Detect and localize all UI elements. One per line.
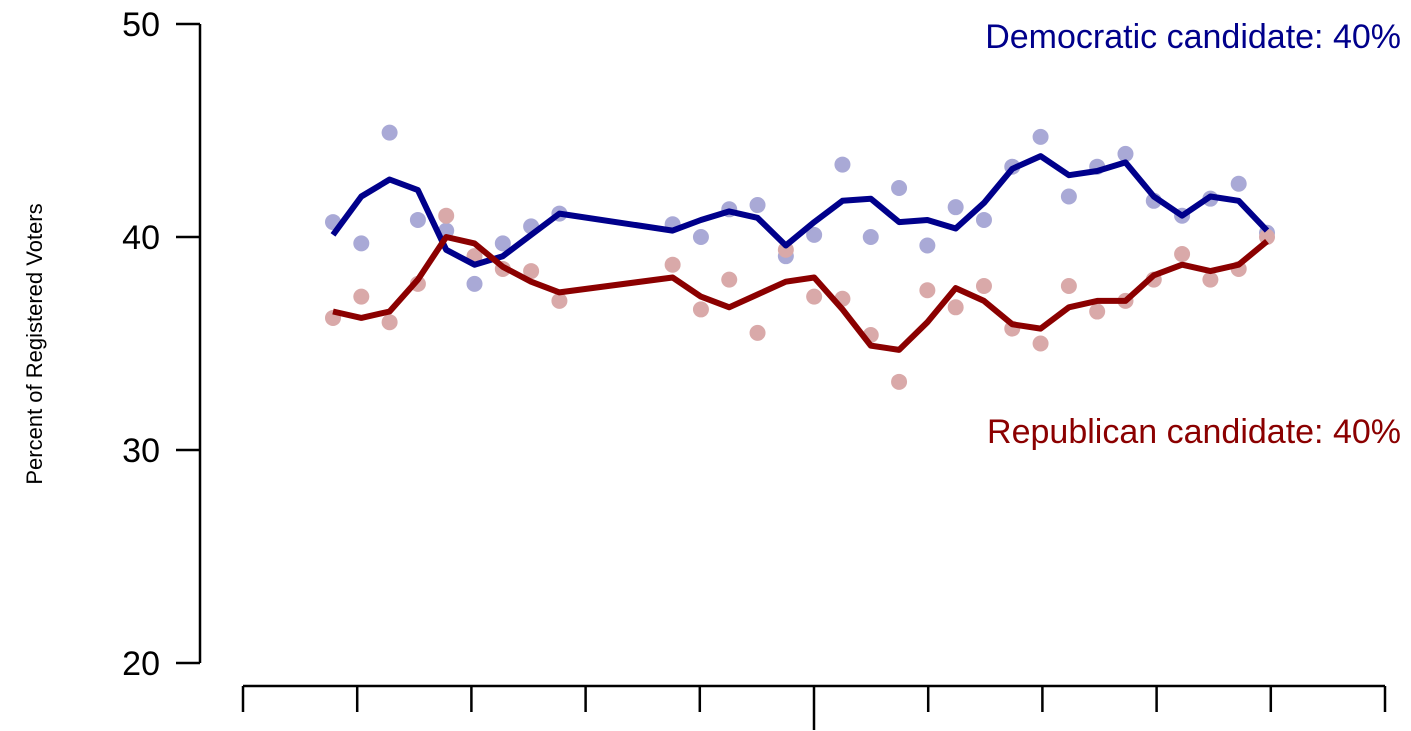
x-axis [241,684,1387,730]
y-tick-label: 20 [122,645,160,683]
republican-poll-point [1202,271,1219,288]
democratic-poll-point [409,211,426,228]
democratic-poll-point [1032,128,1049,145]
y-axis-title: Percent of Registered Voters [22,203,47,484]
republican-poll-point [664,256,681,273]
democratic-poll-point [919,237,936,254]
y-axis: 20 30 40 50 [122,6,202,683]
republican-poll-point [919,282,936,299]
democratic-poll-point [466,275,483,292]
republican-poll-point [947,299,964,316]
republican-poll-point [721,271,738,288]
republican-poll-point [381,314,398,331]
democratic-poll-point [947,199,964,216]
republican-series-label: Republican candidate: 40% [987,413,1401,451]
republican-poll-point [692,301,709,318]
democratic-poll-point [1230,175,1247,192]
republican-poll-point [975,277,992,294]
republican-poll-point [1032,335,1049,352]
data-points [325,124,1275,390]
y-tick-label: 50 [122,6,160,44]
democratic-poll-point [975,211,992,228]
democratic-series-label: Democratic candidate: 40% [985,18,1401,56]
democratic-poll-point [834,156,851,173]
trend-lines [330,153,1270,353]
republican-poll-point [551,292,568,309]
democratic-poll-point [749,197,766,214]
democratic-poll-point [1117,145,1134,162]
democratic-poll-point [891,180,908,197]
republican-poll-point [749,324,766,341]
republican-poll-point [523,263,540,280]
democratic-poll-point [692,229,709,245]
republican-poll-point [438,207,455,224]
democratic-poll-point [1060,188,1077,205]
republican-poll-point [1060,277,1077,294]
y-tick-label: 40 [122,219,160,257]
republican-poll-point [353,288,370,305]
republican-trend-line [332,234,1269,353]
democratic-poll-point [862,229,879,245]
republican-poll-point [806,288,823,305]
republican-poll-point [1174,246,1191,263]
democratic-poll-point [806,226,823,243]
democratic-poll-point [353,235,370,252]
republican-poll-point [1089,303,1106,320]
democratic-poll-point [494,235,511,252]
democratic-trend-line [330,153,1270,268]
republican-poll-point [891,373,908,390]
democratic-poll-point [381,124,398,141]
y-tick-label: 30 [122,432,160,470]
